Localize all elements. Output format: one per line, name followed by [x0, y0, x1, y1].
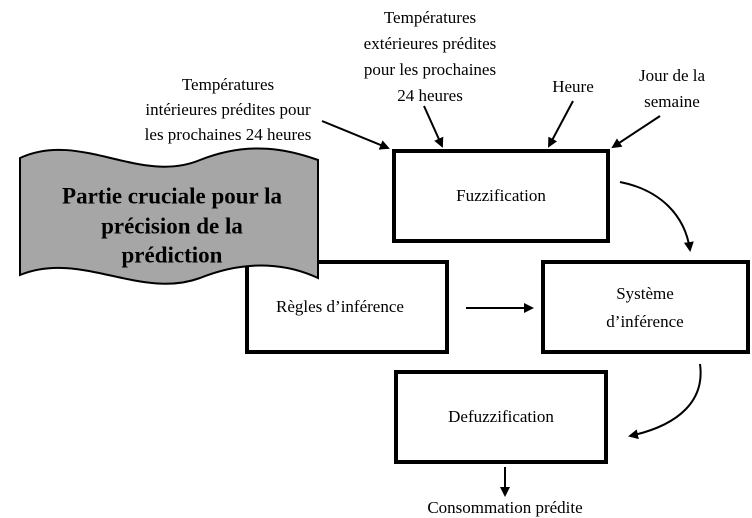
arrow [423, 105, 444, 148]
box-label: Système [616, 284, 674, 303]
defuzzification-box [394, 370, 608, 464]
banner-label: prédiction [122, 242, 223, 267]
input-label: Températures [182, 75, 274, 94]
box-label: Règles d’inférence [276, 297, 404, 316]
input-label: Heure [552, 77, 594, 96]
input-label: Jour de la [639, 66, 706, 85]
arrow [628, 363, 702, 440]
output-label: Consommation prédite [427, 498, 582, 517]
input-label: semaine [644, 92, 700, 111]
box-label: d’inférence [606, 312, 683, 331]
rules-box [245, 260, 449, 354]
arrow [548, 100, 574, 148]
box-label: Fuzzification [456, 186, 546, 205]
input-label: les prochaines 24 heures [145, 125, 312, 144]
inference-box [541, 260, 750, 354]
fuzzification-box [392, 149, 610, 243]
arrow [619, 181, 694, 252]
input-label: extérieures prédites [364, 34, 497, 53]
box-label: Defuzzification [448, 407, 554, 426]
banner-label: Partie cruciale pour la [62, 183, 282, 208]
banner [19, 147, 319, 285]
input-label: intérieures prédites pour [145, 100, 311, 119]
banner-label: précision de la [101, 213, 243, 238]
input-label: pour les prochaines [364, 60, 496, 79]
arrow [611, 115, 661, 149]
input-label: Températures [384, 8, 476, 27]
arrow [321, 120, 390, 150]
input-label: 24 heures [397, 86, 463, 105]
